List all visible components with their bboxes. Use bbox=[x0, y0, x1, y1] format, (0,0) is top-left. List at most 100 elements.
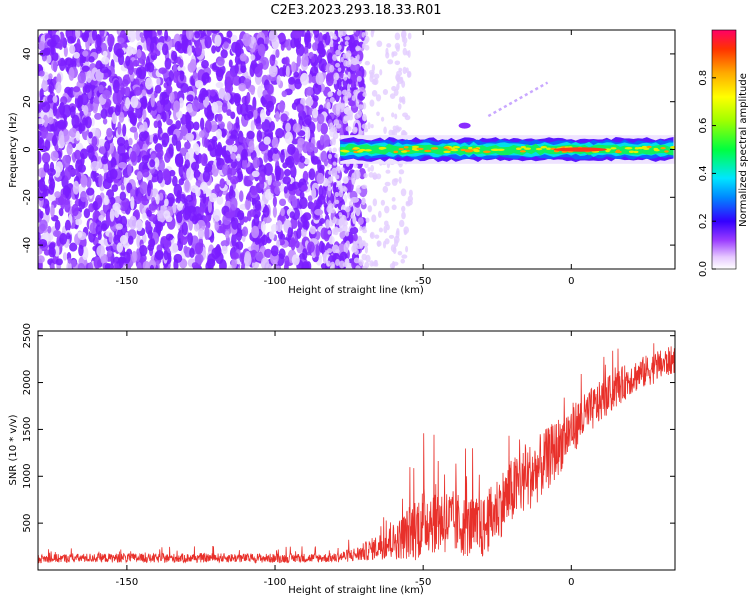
heatmap-speckle bbox=[39, 88, 44, 101]
heatmap-speckle-faint bbox=[344, 36, 350, 41]
heatmap-speckle-faint bbox=[391, 260, 396, 269]
heatmap-speckle bbox=[71, 259, 77, 268]
heatmap-speckle-faint bbox=[341, 219, 345, 225]
heatmap-speckle bbox=[174, 153, 184, 168]
heatmap-speckle bbox=[150, 93, 155, 108]
heatmap-speckle-faint bbox=[396, 83, 400, 91]
heatmap-speckle bbox=[104, 140, 111, 152]
heatmap-speckle bbox=[113, 261, 118, 269]
heatmap-speckle bbox=[136, 261, 142, 269]
heatmap-speckle bbox=[147, 183, 152, 197]
heatmap-speckle-faint bbox=[347, 109, 354, 118]
heatmap-speckle bbox=[246, 130, 255, 140]
heatmap-speckle-faint bbox=[326, 260, 331, 267]
y-tick-label: 500 bbox=[22, 514, 33, 533]
heatmap-speckle bbox=[290, 237, 296, 251]
heatmap-speckle bbox=[64, 199, 71, 213]
heatmap-speckle bbox=[155, 193, 160, 205]
heatmap-speckle-faint bbox=[327, 91, 333, 98]
heatmap-speckle-faint bbox=[398, 176, 402, 184]
heatmap-speckle bbox=[322, 252, 327, 264]
heatmap-speckle-faint bbox=[405, 50, 410, 56]
heatmap-speckle-faint bbox=[382, 240, 387, 249]
heatmap-speckle bbox=[39, 178, 46, 192]
heatmap-speckle bbox=[305, 142, 315, 153]
band-fleck bbox=[430, 147, 439, 150]
heatmap-speckle bbox=[291, 61, 297, 73]
heatmap-speckle bbox=[238, 190, 244, 202]
heatmap-speckle-faint bbox=[337, 227, 344, 233]
band-fleck bbox=[398, 147, 404, 151]
heatmap-speckle bbox=[179, 70, 185, 82]
heatmap-speckle-faint bbox=[329, 122, 334, 129]
heatmap-speckle-faint bbox=[345, 60, 352, 68]
heatmap-speckle bbox=[45, 54, 52, 64]
heatmap-speckle-faint bbox=[400, 188, 407, 197]
heatmap-speckle-faint bbox=[373, 259, 378, 266]
heatmap-speckle-faint bbox=[394, 60, 401, 66]
heatmap-speckle bbox=[204, 35, 212, 49]
heatmap-speckle-faint bbox=[328, 219, 334, 227]
heatmap-speckle bbox=[215, 251, 224, 265]
heatmap-speckle bbox=[38, 231, 41, 241]
heatmap-speckle bbox=[96, 34, 102, 48]
heatmap-speckle bbox=[317, 113, 325, 125]
heatmap-speckle-faint bbox=[327, 230, 332, 235]
spectrogram-x-label: Height of straight line (km) bbox=[288, 285, 424, 296]
heatmap-speckle bbox=[210, 30, 220, 34]
heatmap-speckle bbox=[282, 176, 291, 185]
heatmap-speckle bbox=[256, 129, 263, 143]
band-fleck bbox=[465, 149, 470, 152]
heatmap-speckle bbox=[154, 250, 164, 260]
x-tick-label: 0 bbox=[568, 577, 574, 588]
heatmap-speckle bbox=[69, 44, 76, 54]
heatmap-speckle bbox=[194, 242, 204, 255]
heatmap-speckle-faint bbox=[329, 64, 335, 73]
heatmap-speckle bbox=[141, 155, 149, 165]
heatmap-speckle bbox=[290, 38, 297, 49]
heatmap-speckle bbox=[99, 30, 105, 37]
heatmap-speckle bbox=[138, 66, 147, 80]
heatmap-speckle bbox=[304, 114, 312, 126]
heatmap-speckle-faint bbox=[328, 147, 332, 153]
band-fleck bbox=[393, 150, 399, 154]
heatmap-speckle bbox=[294, 78, 302, 90]
heatmap-speckle bbox=[284, 131, 293, 144]
heatmap-speckle-faint bbox=[391, 51, 395, 58]
heatmap-speckle bbox=[252, 157, 260, 169]
heatmap-speckle-faint bbox=[340, 102, 345, 111]
heatmap-speckle bbox=[107, 106, 114, 115]
heatmap-speckle bbox=[44, 203, 50, 216]
heatmap-speckle bbox=[77, 72, 87, 84]
heatmap-speckle bbox=[318, 40, 324, 54]
heatmap-speckle bbox=[157, 148, 164, 158]
heatmap-speckle bbox=[283, 186, 288, 194]
heatmap-speckle bbox=[117, 143, 126, 156]
heatmap-speckle bbox=[125, 55, 131, 67]
heatmap-speckle bbox=[215, 81, 224, 89]
heatmap-speckle bbox=[237, 210, 245, 221]
heatmap-speckle bbox=[325, 219, 331, 229]
heatmap-speckle-faint bbox=[375, 94, 382, 102]
heatmap-speckle bbox=[118, 256, 124, 269]
band-fleck bbox=[460, 148, 467, 152]
heatmap-speckle bbox=[244, 198, 251, 211]
x-tick-label: 0 bbox=[568, 276, 574, 287]
colorbar-gradient bbox=[711, 29, 737, 270]
heatmap-speckle bbox=[199, 117, 205, 131]
heatmap-speckle bbox=[142, 260, 151, 269]
heatmap-speckle bbox=[41, 78, 48, 91]
heatmap-speckle-faint bbox=[330, 261, 335, 269]
heatmap-speckle bbox=[38, 40, 46, 51]
heatmap-speckle bbox=[123, 251, 131, 264]
heatmap-speckle bbox=[134, 130, 139, 141]
heatmap-speckle-faint bbox=[391, 85, 397, 92]
heatmap-speckle bbox=[119, 191, 127, 201]
heatmap-speckle bbox=[311, 155, 319, 165]
heatmap-speckle bbox=[139, 181, 148, 195]
heatmap-speckle bbox=[38, 255, 45, 264]
heatmap-speckle bbox=[240, 65, 247, 74]
heatmap-speckle-faint bbox=[365, 217, 370, 223]
heatmap-speckle bbox=[138, 131, 148, 142]
heatmap-speckle-faint bbox=[402, 66, 407, 75]
